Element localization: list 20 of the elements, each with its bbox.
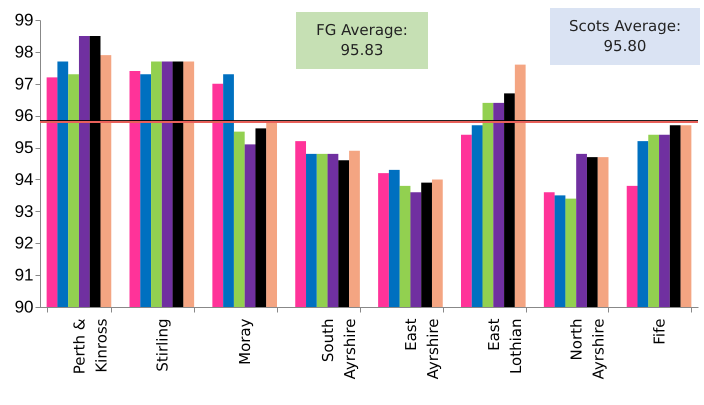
x-tick-label: North Ayrshire — [568, 318, 608, 380]
x-tick-label: Stirling — [153, 318, 172, 372]
x-tick-label: Moray — [236, 318, 254, 365]
y-tick-label: 92 — [14, 234, 34, 253]
annotation: Scots Average: 95.80 — [550, 8, 700, 64]
y-tick-label: 97 — [14, 74, 34, 94]
y-tick-label: 91 — [14, 266, 34, 285]
x-tick-label: South Ayrshire — [319, 318, 360, 380]
x-tick-label: Fife — [650, 318, 669, 345]
y-tick-label: 96 — [14, 106, 34, 126]
x-tick-label: Perth & Kinross — [70, 318, 110, 374]
y-tick-label: 90 — [14, 298, 34, 316]
x-tick-label: East Ayrshire — [402, 318, 442, 380]
x-tick-label: East Lothian — [484, 318, 525, 374]
y-tick-label: 94 — [14, 170, 34, 189]
y-tick-label: 99 — [14, 10, 34, 30]
y-tick-label: 95 — [14, 138, 34, 158]
y-tick-label: 93 — [14, 202, 34, 221]
annotation: FG Average: 95.83 — [296, 12, 428, 68]
y-tick-label: 98 — [14, 42, 34, 62]
